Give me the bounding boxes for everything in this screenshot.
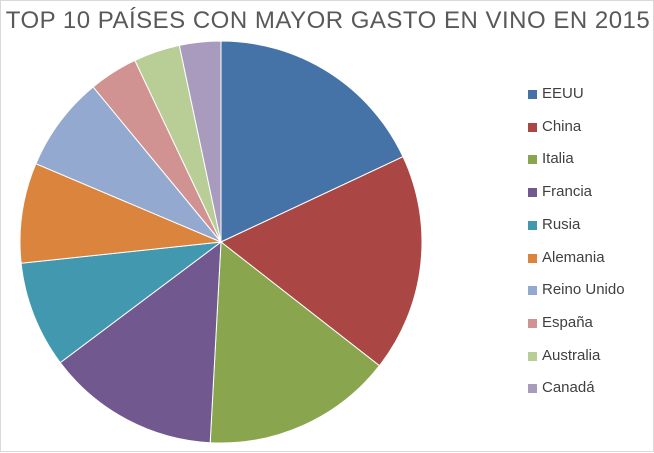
legend-swatch xyxy=(528,155,537,165)
legend-label: España xyxy=(542,313,593,331)
chart-title: TOP 10 PAÍSES CON MAYOR GASTO EN VINO EN… xyxy=(5,7,651,34)
legend-label: EEUU xyxy=(542,85,584,102)
legend-label: Alemania xyxy=(542,248,605,266)
pie-slice-rusia xyxy=(20,241,223,364)
legend-label: Australia xyxy=(542,346,601,364)
legend-swatch xyxy=(528,384,537,394)
legend-swatch xyxy=(528,351,537,361)
legend-label: China xyxy=(542,117,582,135)
legend-swatch xyxy=(528,90,537,99)
pie-slice-eeuu xyxy=(220,40,404,243)
pie-slice-reino-unido xyxy=(35,86,222,243)
legend-label: Italia xyxy=(542,150,574,168)
legend-swatch xyxy=(528,188,537,198)
pie-slice-alemania xyxy=(19,163,223,264)
legend-swatch xyxy=(528,286,537,296)
legend-swatch xyxy=(528,220,537,230)
legend-label: Francia xyxy=(542,183,593,201)
legend-label: Canadá xyxy=(542,379,595,397)
pie-slice-italia xyxy=(209,241,381,444)
pie-slice-china xyxy=(220,156,423,367)
legend-swatch xyxy=(528,253,537,263)
legend-label: Rusia xyxy=(542,215,581,233)
pie-slice-canada xyxy=(178,40,222,243)
pie-slice-francia xyxy=(59,240,222,444)
legend-swatch xyxy=(528,318,537,328)
legend-label: Reino Unido xyxy=(542,281,625,299)
legend-swatch xyxy=(528,122,537,132)
